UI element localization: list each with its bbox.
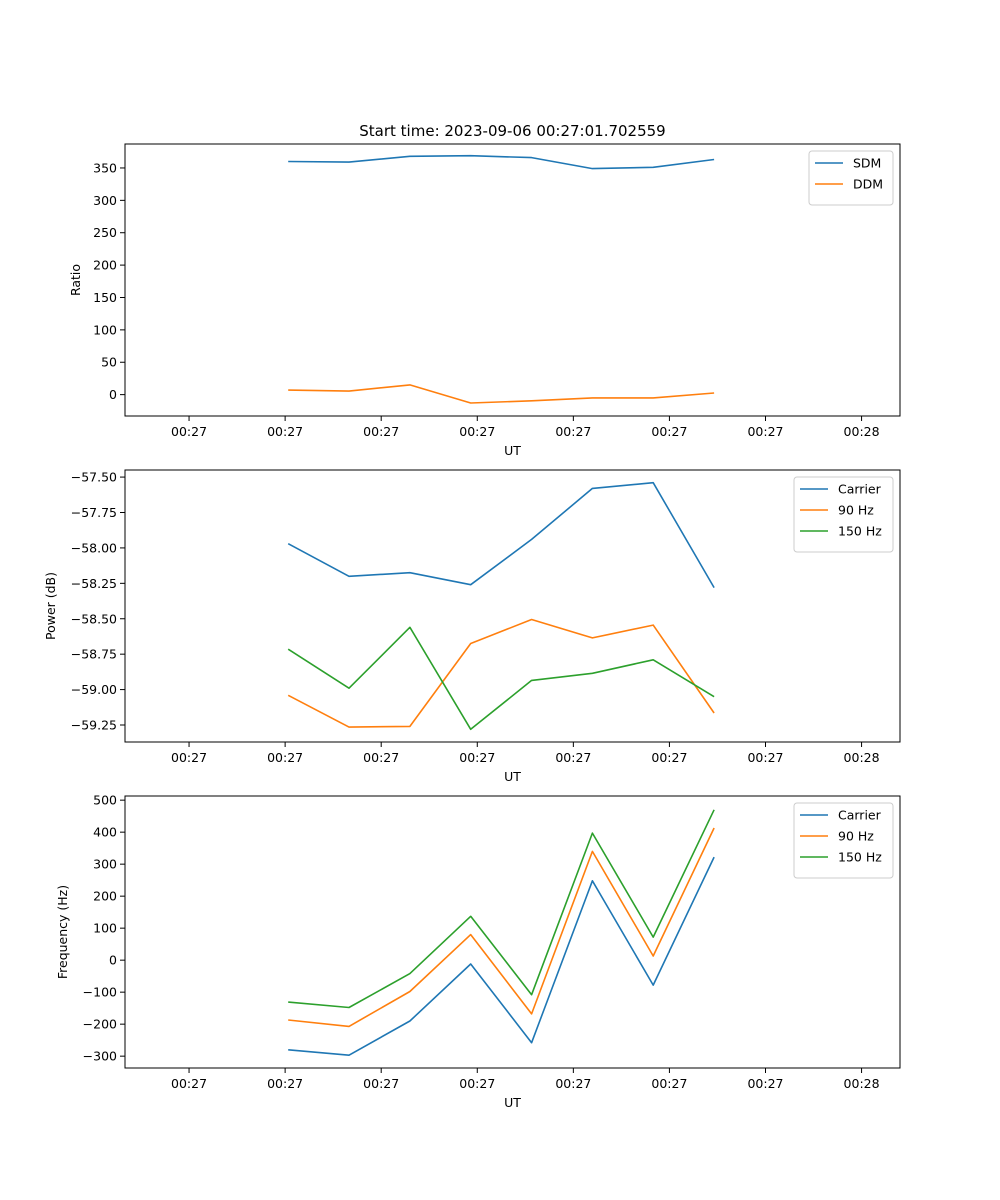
panel-2: −59.25 −59.00 −58.75 −58.50 −58.25 −58.00 −57.… xyxy=(43,469,901,784)
x-tick-label: 00:27 xyxy=(459,424,495,439)
y-tick-label: −300 xyxy=(83,1049,117,1064)
axes-frame xyxy=(124,795,901,1069)
series-line-90-hz xyxy=(288,827,715,1028)
x-tick-label: 00:27 xyxy=(747,424,783,439)
x-axis-label: UT xyxy=(504,443,521,458)
y-tick-label: −57.75 xyxy=(71,505,117,520)
x-tick-label: 00:27 xyxy=(555,750,591,765)
y-axis-label: Ratio xyxy=(68,264,83,296)
panel-3: −300 −200 −100 0 100 200 300 400 500 00:27 00:27 00… xyxy=(55,793,901,1110)
legend-label: 90 Hz xyxy=(838,829,874,844)
y-axis-label: Frequency (Hz) xyxy=(55,885,70,979)
x-tick-label: 00:27 xyxy=(651,1076,687,1091)
axes-frame xyxy=(124,143,901,417)
x-tick-label: 00:27 xyxy=(459,750,495,765)
series-line-carrier xyxy=(287,481,715,589)
legend-label: 150 Hz xyxy=(838,524,882,539)
x-tick-label: 00:27 xyxy=(651,424,687,439)
x-tick-label: 00:28 xyxy=(844,750,880,765)
x-tick-label: 00:27 xyxy=(459,1076,495,1091)
series-line-150-hz xyxy=(287,626,715,731)
panel-1: 0 50 100 150 200 250 300 350 00:27 00:27 00:27 00:2… xyxy=(68,143,901,458)
legend-label: SDM xyxy=(853,156,881,171)
x-axis-label: UT xyxy=(504,769,521,784)
y-tick-label: 200 xyxy=(93,258,117,273)
x-tick-label: 00:28 xyxy=(844,424,880,439)
legend-box xyxy=(808,150,894,206)
legend-box xyxy=(793,802,894,879)
x-tick-label: 00:27 xyxy=(171,750,207,765)
y-tick-label: 300 xyxy=(93,193,117,208)
series-line-ddm xyxy=(288,384,715,404)
chart-title: Start time: 2023-09-06 00:27:01.702559 xyxy=(359,122,665,140)
y-tick-label: −58.75 xyxy=(71,647,117,662)
series-line-carrier xyxy=(288,856,715,1056)
y-tick-label: −59.25 xyxy=(71,718,117,733)
y-axis-label: Power (dB) xyxy=(43,572,58,640)
y-tick-label: 50 xyxy=(101,355,117,370)
y-tick-label: 100 xyxy=(93,322,117,337)
x-tick-label: 00:28 xyxy=(844,1076,880,1091)
y-tick-label: −58.50 xyxy=(71,611,117,626)
x-tick-label: 00:27 xyxy=(747,1076,783,1091)
y-tick-label: 500 xyxy=(93,793,117,808)
y-tick-label: 0 xyxy=(109,953,117,968)
y-tick-label: −58.25 xyxy=(71,576,117,591)
legend-label: Carrier xyxy=(838,808,882,823)
y-tick-label: −59.00 xyxy=(71,682,117,697)
x-tick-label: 00:27 xyxy=(555,1076,591,1091)
x-tick-label: 00:27 xyxy=(651,750,687,765)
x-tick-label: 00:27 xyxy=(267,750,303,765)
y-tick-label: 350 xyxy=(93,160,117,175)
legend-box xyxy=(793,476,894,553)
series-line-90-hz xyxy=(287,618,715,728)
x-tick-label: 00:27 xyxy=(267,424,303,439)
x-tick-label: 00:27 xyxy=(363,750,399,765)
legend-label: 90 Hz xyxy=(838,503,874,518)
y-tick-label: 400 xyxy=(93,825,117,840)
y-tick-label: 300 xyxy=(93,857,117,872)
axes-frame xyxy=(124,469,901,743)
legend: Carrier 90 Hz 150 Hz xyxy=(793,802,894,879)
legend-label: Carrier xyxy=(838,482,882,497)
x-tick-label: 00:27 xyxy=(267,1076,303,1091)
series-line-150-hz xyxy=(288,809,715,1009)
y-tick-label: 100 xyxy=(93,921,117,936)
series-line-sdm xyxy=(288,154,715,170)
y-tick-label: −200 xyxy=(83,1017,117,1032)
y-tick-label: −57.50 xyxy=(71,470,117,485)
x-tick-label: 00:27 xyxy=(171,424,207,439)
legend: SDM DDM xyxy=(808,150,894,206)
y-tick-label: 150 xyxy=(93,290,117,305)
y-tick-label: −58.00 xyxy=(71,540,117,555)
y-tick-label: 0 xyxy=(109,387,117,402)
legend-label: DDM xyxy=(853,177,883,192)
legend-label: 150 Hz xyxy=(838,850,882,865)
x-tick-label: 00:27 xyxy=(171,1076,207,1091)
y-tick-label: 250 xyxy=(93,225,117,240)
legend: Carrier 90 Hz 150 Hz xyxy=(793,476,894,553)
x-tick-label: 00:27 xyxy=(555,424,591,439)
x-tick-label: 00:27 xyxy=(363,424,399,439)
y-tick-label: −100 xyxy=(83,985,117,1000)
y-tick-label: 200 xyxy=(93,889,117,904)
x-tick-label: 00:27 xyxy=(363,1076,399,1091)
x-tick-label: 00:27 xyxy=(747,750,783,765)
x-axis-label: UT xyxy=(504,1095,521,1110)
